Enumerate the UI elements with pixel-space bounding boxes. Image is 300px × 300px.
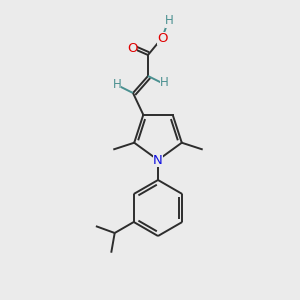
Text: O: O [127, 41, 137, 55]
Text: H: H [112, 79, 122, 92]
Text: O: O [157, 32, 167, 44]
Text: H: H [160, 76, 168, 89]
Text: H: H [165, 14, 173, 28]
Text: N: N [153, 154, 163, 166]
